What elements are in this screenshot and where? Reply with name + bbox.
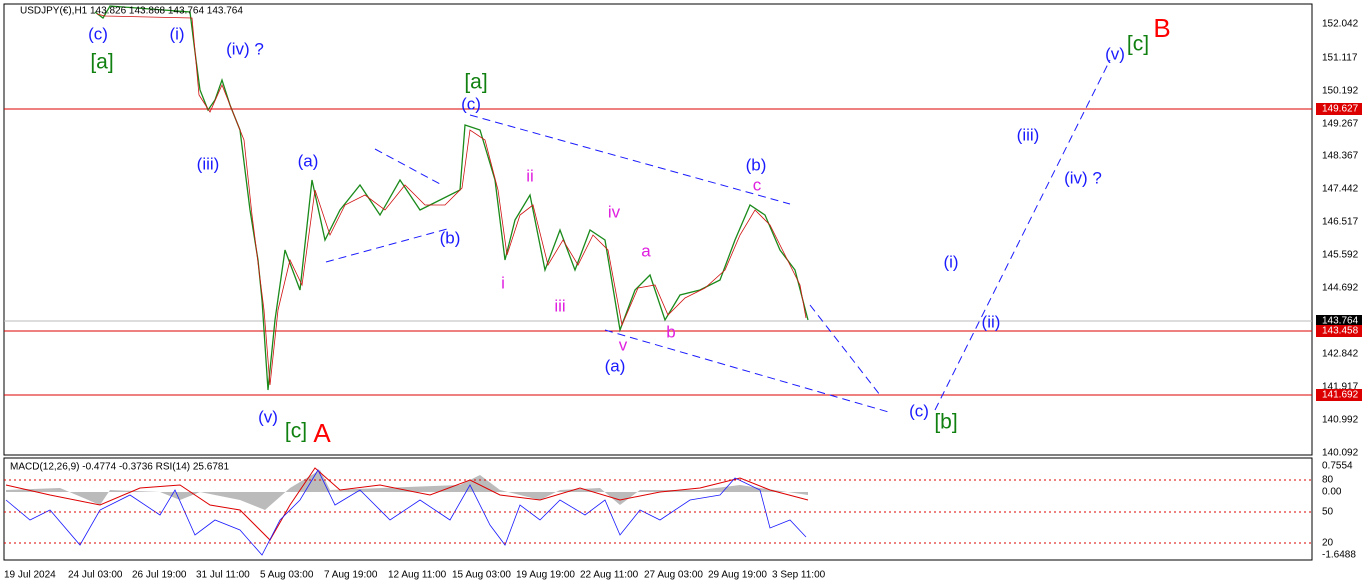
wave-label: iii: [554, 296, 565, 315]
price-label: 152.042: [1322, 19, 1359, 30]
wave-label: (i): [943, 252, 958, 271]
time-label: 19 Jul 2024: [4, 570, 56, 581]
ohlc: 143.826 143.868 143.764 143.764: [90, 6, 243, 17]
price-label: 144.692: [1322, 283, 1359, 294]
wave-label: [a]: [90, 51, 113, 74]
time-label: 22 Aug 11:00: [580, 570, 639, 581]
price-label: 143.764: [1322, 316, 1359, 327]
wave-label: (v): [258, 407, 278, 426]
wave-label: (iv) ?: [226, 39, 264, 58]
price-label: 140.092: [1322, 448, 1359, 459]
projection-line: [809, 304, 881, 396]
time-label: 26 Jul 19:00: [132, 570, 187, 581]
wave-label: A: [313, 418, 331, 448]
time-label: 29 Aug 19:00: [708, 570, 767, 581]
price-label: 141.917: [1322, 382, 1359, 393]
wave-label: v: [619, 335, 628, 354]
time-label: 24 Jul 03:00: [68, 570, 123, 581]
wave-label: (iii): [1017, 125, 1040, 144]
price-label: 142.842: [1322, 349, 1359, 360]
wave-label: (ii): [982, 312, 1001, 331]
wave-label: (a): [298, 151, 319, 170]
trend-line: [469, 114, 791, 205]
wave-label: [a]: [464, 71, 487, 94]
wave-label: [c]: [285, 420, 307, 443]
wave-label: [c]: [1127, 33, 1149, 56]
time-label: 3 Sep 11:00: [772, 570, 826, 581]
wave-label: (i): [169, 24, 184, 43]
axis-label: -1.6488: [1322, 550, 1356, 561]
wave-label: (c): [909, 401, 929, 420]
price-tag: [1316, 315, 1362, 327]
wave-label: (b): [440, 228, 461, 247]
indicator-axis: 0.7554 80 0.00 50 20 -1.6488: [1322, 461, 1356, 561]
price-label: 148.367: [1322, 151, 1359, 162]
trend-line: [325, 228, 448, 263]
wave-label: (v): [1105, 44, 1125, 63]
price-tag: [1316, 389, 1362, 401]
wave-label: [b]: [934, 411, 957, 434]
price-axis: 152.042 151.117 150.192 149.627 149.267 …: [1316, 19, 1362, 459]
price-label: 141.692: [1322, 390, 1359, 401]
wave-label: c: [753, 175, 762, 194]
axis-label: 20: [1322, 538, 1334, 549]
wave-label: ii: [526, 166, 534, 185]
wave-label: (iii): [197, 154, 220, 173]
wave-label: (b): [746, 155, 767, 174]
price-label: 145.592: [1322, 250, 1359, 261]
wave-label: b: [666, 322, 675, 341]
price-label: 149.267: [1322, 119, 1359, 130]
price-label: 150.192: [1322, 86, 1359, 97]
time-label: 27 Aug 03:00: [644, 570, 703, 581]
wave-label: i: [501, 273, 505, 292]
time-label: 15 Aug 03:00: [452, 570, 511, 581]
main-pane: [3, 3, 1313, 456]
price-label: 140.992: [1322, 415, 1359, 426]
price-tag: [1316, 325, 1362, 337]
price-label: 149.627: [1322, 104, 1359, 115]
price-line-down: [96, 13, 807, 386]
wave-label: a: [641, 241, 651, 260]
time-label: 31 Jul 11:00: [196, 570, 250, 581]
trend-line: [604, 329, 893, 414]
time-label: 5 Aug 03:00: [260, 570, 314, 581]
time-axis: 19 Jul 2024 24 Jul 03:00 26 Jul 19:00 31 Ju…: [4, 570, 826, 581]
indicator-header: MACD(12,26,9) -0.4774 -0.3736 RSI(14) 25…: [10, 462, 229, 473]
price-line: [94, 5, 809, 391]
axis-label: 0.7554: [1322, 461, 1353, 472]
wave-label: (a): [605, 356, 626, 375]
wave-label: B: [1153, 13, 1170, 43]
axis-label: 50: [1322, 507, 1334, 518]
indicator-pane: [3, 457, 1313, 561]
price-label: 143.458: [1322, 326, 1359, 337]
axis-label: 80: [1322, 475, 1334, 486]
wave-label: (c): [88, 24, 108, 43]
signal-line: [5, 467, 809, 541]
wave-label: iv: [608, 202, 621, 221]
rsi-line: [5, 469, 807, 556]
time-label: 12 Aug 11:00: [388, 570, 447, 581]
symbol: USDJPY(€),H1: [20, 6, 88, 17]
time-label: 19 Aug 19:00: [516, 570, 575, 581]
price-label: 151.117: [1322, 53, 1358, 64]
axis-label: 0.00: [1322, 487, 1342, 498]
wave-label: (c): [461, 94, 481, 113]
wave-labels: (c)[a](i)(iv) ?(iii) (a)(b)[a](c)iiiiiiiv…: [88, 13, 1171, 448]
wave-label: (iv) ?: [1064, 168, 1102, 187]
price-label: 146.517: [1322, 217, 1359, 228]
projection-line: [934, 59, 1111, 411]
time-label: 7 Aug 19:00: [324, 570, 378, 581]
price-tag: [1316, 103, 1362, 115]
price-label: 147.442: [1322, 184, 1359, 195]
